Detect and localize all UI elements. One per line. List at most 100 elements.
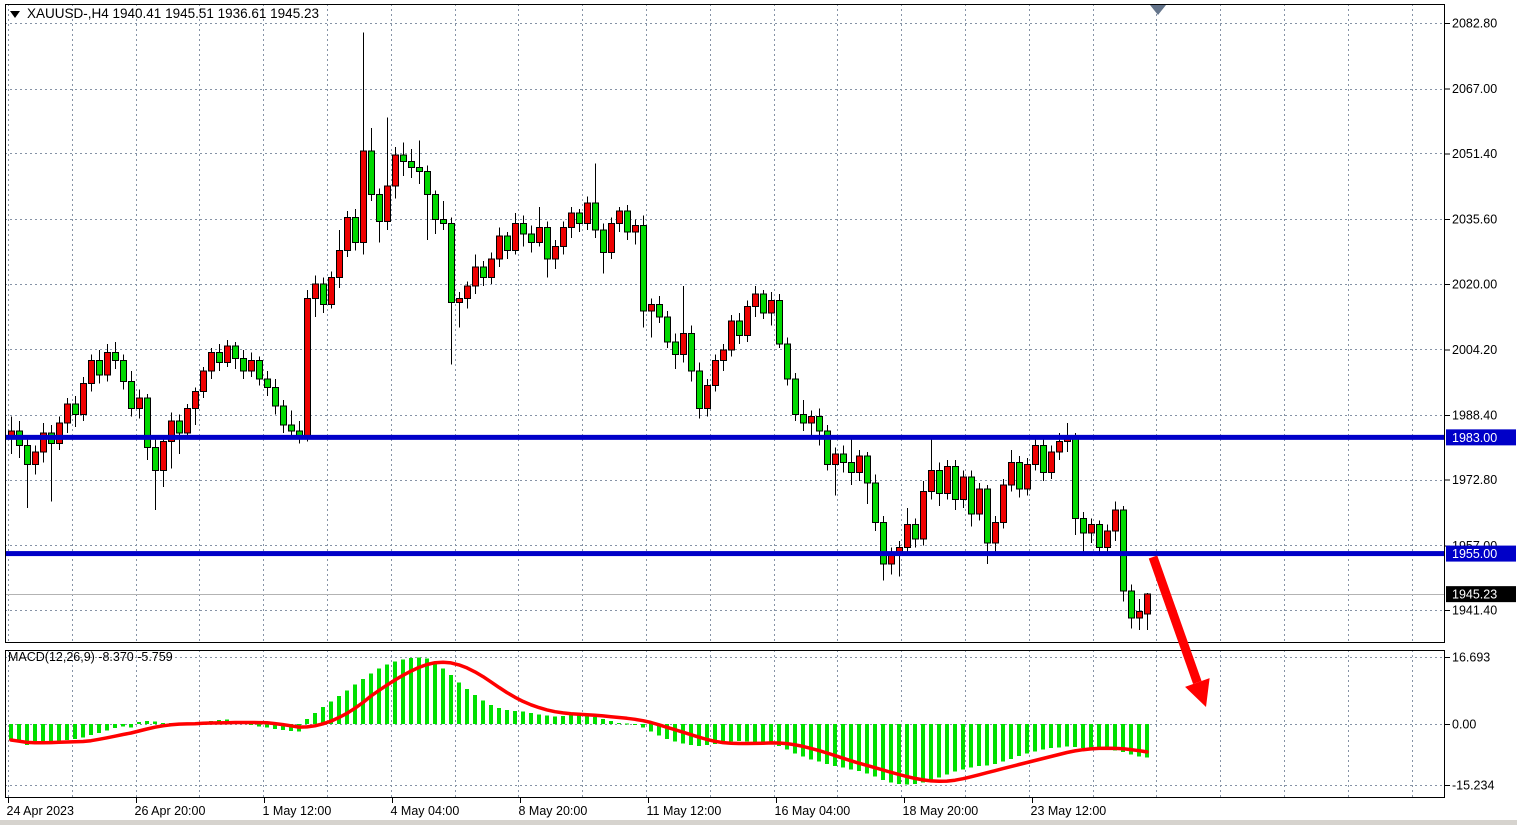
candle-bearish: [24, 445, 31, 465]
candle-bearish: [864, 455, 871, 484]
macd-histogram-bar: [137, 721, 141, 725]
candle-bullish: [1104, 530, 1111, 548]
macd-histogram-bar: [145, 720, 149, 725]
candle-bullish: [904, 524, 911, 548]
macd-histogram-bar: [425, 658, 429, 725]
macd-histogram-bar: [49, 724, 53, 742]
macd-histogram-bar: [313, 712, 317, 725]
time-axis-label[interactable]: 8 May 20:00: [519, 804, 588, 818]
candle-bearish: [288, 424, 295, 432]
candle-bullish: [680, 333, 687, 355]
macd-histogram-bar: [129, 724, 133, 728]
candle-bearish: [872, 482, 879, 523]
macd-histogram-bar: [1073, 724, 1077, 747]
candle-bearish: [688, 333, 695, 372]
time-axis-label[interactable]: 26 Apr 20:00: [135, 804, 206, 818]
candle-bearish: [784, 343, 791, 380]
macd-histogram-bar: [441, 668, 445, 725]
macd-axis-label: 0.00: [1452, 718, 1476, 732]
candle-bullish: [1056, 441, 1063, 453]
macd-histogram-bar: [1121, 724, 1125, 753]
price-axis-label: 2067.00: [1452, 82, 1497, 96]
macd-histogram-bar: [945, 724, 949, 775]
candle-bullish: [992, 521, 999, 544]
time-axis-label[interactable]: 11 May 12:00: [647, 804, 722, 818]
macd-histogram-bar: [457, 682, 461, 725]
macd-histogram-bar: [321, 707, 325, 725]
macd-histogram-bar: [921, 724, 925, 783]
trend-arrow-shaft[interactable]: [1148, 555, 1202, 684]
candle-bullish: [728, 320, 735, 351]
macd-histogram-bar: [1113, 724, 1117, 751]
candle-bearish: [576, 212, 583, 225]
macd-histogram-bar: [649, 724, 653, 732]
horizontal-level-line[interactable]: [5, 551, 1444, 557]
candle-bearish: [256, 360, 263, 380]
macd-histogram-bar: [577, 714, 581, 725]
candle-bullish: [472, 266, 479, 287]
time-axis-label[interactable]: 23 May 12:00: [1031, 804, 1107, 818]
symbol-dropdown-icon[interactable]: [10, 10, 20, 18]
macd-histogram-bar: [761, 724, 765, 744]
candle-bearish: [760, 293, 767, 314]
time-axis-label[interactable]: 18 May 20:00: [903, 804, 979, 818]
candle-bullish: [552, 245, 559, 260]
macd-histogram-bar: [905, 724, 909, 785]
candle-bullish: [192, 391, 199, 409]
macd-histogram-bar: [433, 663, 437, 725]
candle-bullish: [360, 150, 367, 243]
candle-bearish: [504, 235, 511, 252]
candle-bearish: [416, 167, 423, 173]
candle-bullish: [568, 212, 575, 229]
macd-histogram-bar: [65, 724, 69, 741]
candle-bullish: [808, 416, 815, 424]
candle-bearish: [432, 194, 439, 220]
candle-bearish: [264, 378, 271, 389]
macd-histogram-bar: [817, 724, 821, 762]
candle-bullish: [456, 297, 463, 303]
candle-bearish: [840, 453, 847, 463]
time-axis-label[interactable]: 1 May 12:00: [263, 804, 332, 818]
trend-arrow-head[interactable]: [1185, 678, 1210, 707]
price-axis-label: 1972.80: [1452, 473, 1497, 487]
macd-histogram-bar: [1145, 724, 1149, 758]
candle-bearish: [296, 430, 303, 436]
macd-histogram-bar: [561, 715, 565, 725]
candle-bullish: [1112, 509, 1119, 532]
macd-histogram-bar: [857, 724, 861, 771]
candle-bearish: [848, 461, 855, 474]
candle-bearish: [232, 345, 239, 359]
macd-histogram-bar: [601, 719, 605, 725]
macd-histogram-bar: [953, 724, 957, 772]
horizontal-level-line[interactable]: [5, 434, 1444, 440]
candle-bearish: [440, 218, 447, 225]
time-axis-label[interactable]: 24 Apr 2023: [7, 804, 74, 818]
candle-bullish: [160, 441, 167, 472]
candle-bullish: [384, 185, 391, 223]
candle-bearish: [936, 470, 943, 494]
candle-bullish: [224, 345, 231, 364]
candle-bullish: [920, 490, 927, 540]
price-axis-label: 2020.00: [1452, 277, 1497, 291]
macd-histogram-bar: [713, 724, 717, 745]
macd-histogram-bar: [657, 724, 661, 736]
candle-bullish: [1144, 593, 1151, 615]
candle-bullish: [40, 432, 47, 453]
macd-histogram-bar: [1137, 724, 1141, 757]
time-axis-label[interactable]: 4 May 04:00: [391, 804, 460, 818]
candle-bearish: [736, 320, 743, 337]
macd-histogram-bar: [1017, 724, 1021, 757]
candle-bullish: [608, 223, 615, 254]
candle-bearish: [880, 521, 887, 565]
macd-histogram-bar: [497, 707, 501, 725]
time-axis-label[interactable]: 16 May 04:00: [775, 804, 851, 818]
macd-histogram-bar: [105, 724, 109, 731]
candle-bearish: [272, 387, 279, 407]
chart-shift-marker-icon[interactable]: [1150, 5, 1166, 15]
candle-bullish: [88, 360, 95, 384]
macd-histogram-bar: [1081, 724, 1085, 749]
price-badge: [1446, 545, 1516, 562]
macd-histogram-bar: [25, 724, 29, 745]
price-axis-label: 1941.40: [1452, 604, 1497, 618]
